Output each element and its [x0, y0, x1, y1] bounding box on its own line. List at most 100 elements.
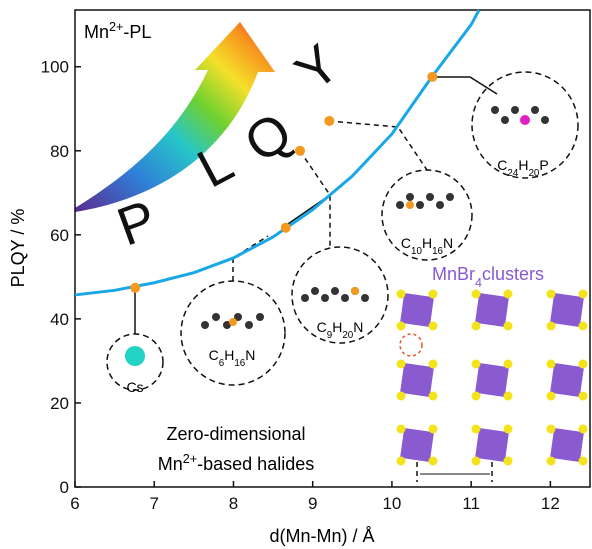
- atom: [361, 294, 369, 302]
- data-point: [295, 146, 305, 156]
- y-tick-label: 40: [50, 310, 69, 329]
- atom: [541, 116, 549, 124]
- br-atom: [547, 290, 556, 299]
- br-atom: [547, 360, 556, 369]
- cation-label: C9H20N: [317, 319, 364, 341]
- octahedron: [475, 363, 509, 397]
- data-point: [427, 72, 437, 82]
- octahedron: [475, 293, 509, 327]
- br-atom: [504, 322, 513, 331]
- octahedron: [550, 293, 584, 327]
- x-tick-label: 10: [382, 494, 401, 513]
- chart-title: Mn2+-PL: [84, 20, 151, 42]
- br-atom: [579, 290, 588, 299]
- br-atom: [429, 322, 438, 331]
- br-atom: [579, 457, 588, 466]
- letter: L: [188, 132, 243, 199]
- br-atom: [397, 290, 406, 299]
- connector: [432, 77, 497, 94]
- br-atom: [472, 392, 481, 401]
- br-atom: [504, 425, 513, 434]
- br-atom: [472, 457, 481, 466]
- atom: [531, 106, 539, 114]
- br-atom: [429, 360, 438, 369]
- octahedron: [550, 428, 584, 462]
- atom: [491, 106, 499, 114]
- octahedron: [475, 428, 509, 462]
- y-axis-label: PLQY / %: [8, 209, 28, 288]
- x-tick-label: 12: [541, 494, 560, 513]
- br-atom: [429, 457, 438, 466]
- atom: [436, 201, 444, 209]
- atom: [256, 313, 264, 321]
- annotation: Zero-dimensional: [166, 424, 305, 444]
- x-tick-label: 6: [70, 494, 79, 513]
- atom: [406, 201, 414, 209]
- br-atom: [472, 360, 481, 369]
- x-tick-label: 8: [229, 494, 238, 513]
- br-atom: [472, 290, 481, 299]
- br-atom: [547, 392, 556, 401]
- atom: [406, 193, 414, 201]
- cation-label: Cs: [126, 379, 143, 395]
- data-point: [281, 223, 291, 233]
- y-tick-label: 0: [60, 478, 69, 497]
- x-tick-label: 9: [308, 494, 317, 513]
- atom: [125, 346, 145, 366]
- chart: Mn2+-PL d(Mn-Mn) / Å PLQY / % P L Q Y Ze…: [0, 0, 592, 549]
- br-atom: [504, 392, 513, 401]
- atom: [212, 313, 220, 321]
- br-atom: [579, 425, 588, 434]
- x-tick-label: 11: [462, 494, 480, 513]
- br-atom: [504, 290, 513, 299]
- atom: [341, 294, 349, 302]
- atom: [351, 287, 359, 295]
- cation-label: C6H16N: [209, 347, 256, 369]
- br-atom: [397, 392, 406, 401]
- letter: Q: [234, 101, 303, 174]
- cation-label: C24H20P: [497, 157, 548, 179]
- cation-label: C10H16N: [401, 235, 453, 257]
- br-atom: [429, 392, 438, 401]
- br-atom: [397, 322, 406, 331]
- annotation: MnBr4clusters: [432, 264, 544, 290]
- atom: [520, 115, 530, 125]
- br-atom: [429, 290, 438, 299]
- br-atom: [397, 360, 406, 369]
- octahedron: [550, 363, 584, 397]
- atom: [311, 287, 319, 295]
- br-atom: [547, 457, 556, 466]
- br-atom: [579, 360, 588, 369]
- atom: [396, 201, 404, 209]
- y-tick-label: 20: [50, 394, 69, 413]
- annotation: Mn2+-based halides: [158, 452, 314, 474]
- br-atom: [472, 322, 481, 331]
- cs-site: [400, 334, 422, 356]
- atom: [321, 294, 329, 302]
- br-atom: [504, 360, 513, 369]
- letter: Y: [284, 34, 350, 103]
- br-atom: [397, 457, 406, 466]
- atom: [201, 321, 209, 329]
- atom: [245, 321, 253, 329]
- octahedron: [400, 293, 434, 327]
- y-tick-label: 100: [41, 58, 69, 77]
- y-tick-label: 80: [50, 142, 69, 161]
- data-point: [130, 283, 140, 293]
- octahedron: [400, 428, 434, 462]
- br-atom: [547, 322, 556, 331]
- y-tick-label: 60: [50, 226, 69, 245]
- br-atom: [579, 322, 588, 331]
- atom: [426, 193, 434, 201]
- molecule-circle: [181, 281, 285, 385]
- br-atom: [472, 425, 481, 434]
- atom: [446, 193, 454, 201]
- octahedron: [400, 363, 434, 397]
- atom: [416, 201, 424, 209]
- br-atom: [547, 425, 556, 434]
- x-axis-label: d(Mn-Mn) / Å: [269, 526, 374, 546]
- atom: [229, 318, 237, 326]
- br-atom: [504, 457, 513, 466]
- data-point: [324, 116, 334, 126]
- atom: [331, 287, 339, 295]
